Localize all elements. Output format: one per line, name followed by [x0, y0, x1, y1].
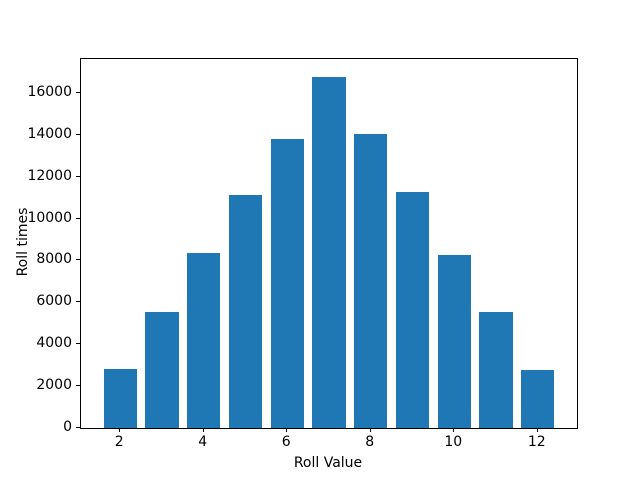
y-tick-mark: [76, 217, 80, 219]
x-tick-mark: [536, 428, 538, 432]
y-tick-label: 14000: [27, 125, 72, 142]
plot-area: [80, 58, 578, 429]
x-tick-label: 2: [114, 434, 124, 450]
y-tick-label: 4000: [36, 335, 72, 352]
bar-roll-5: [228, 194, 263, 428]
y-tick-mark: [76, 259, 80, 261]
x-tick-label: 6: [281, 434, 291, 450]
y-tick-label: 16000: [27, 83, 72, 100]
bar-roll-7: [312, 76, 346, 428]
y-tick-mark: [76, 91, 80, 93]
x-tick-label: 4: [198, 434, 208, 450]
bar-roll-9: [395, 191, 430, 428]
x-tick-label: 8: [365, 434, 375, 450]
bar-roll-4: [187, 253, 221, 428]
y-tick-label: 10000: [27, 209, 72, 226]
y-tick-label: 0: [63, 419, 72, 435]
bar-roll-11: [479, 312, 513, 428]
bar-roll-3: [145, 312, 179, 428]
x-tick-mark: [453, 428, 455, 432]
y-tick-label: 2000: [36, 377, 72, 394]
bar-roll-2: [103, 368, 137, 428]
x-tick-mark: [286, 428, 288, 432]
y-tick-mark: [76, 175, 80, 177]
x-tick-label: 10: [444, 434, 463, 450]
bar-roll-12: [521, 370, 555, 428]
y-tick-mark: [76, 385, 80, 387]
x-tick-mark: [202, 428, 204, 432]
bar-roll-8: [354, 133, 388, 428]
y-tick-mark: [76, 343, 80, 345]
y-tick-label: 6000: [36, 293, 72, 310]
bar-roll-10: [437, 255, 471, 428]
y-tick-mark: [76, 427, 80, 428]
y-tick-label: 12000: [27, 167, 72, 184]
x-tick-mark: [369, 428, 371, 432]
x-tick-mark: [119, 428, 121, 432]
x-tick-label: 12: [527, 434, 546, 450]
y-tick-mark: [76, 301, 80, 303]
y-tick-mark: [76, 133, 80, 135]
x-axis-label: Roll Value: [293, 455, 363, 471]
y-tick-label: 8000: [36, 251, 72, 268]
bar-roll-6: [270, 139, 304, 428]
